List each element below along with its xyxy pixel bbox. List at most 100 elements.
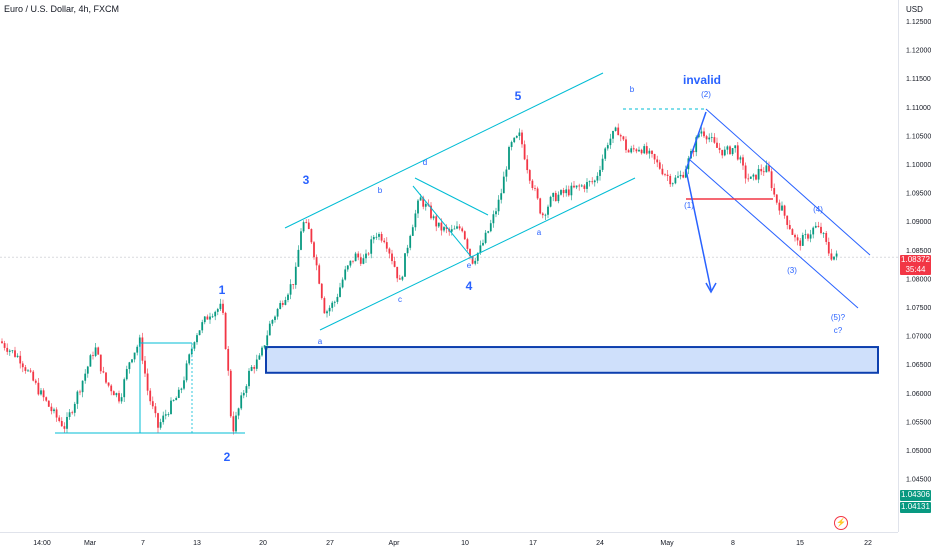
price-axis[interactable] (898, 0, 932, 532)
candle-body (570, 185, 573, 196)
candle-body (593, 180, 596, 183)
candle-body (346, 265, 349, 270)
time-axis-ticks: 14:00 Mar 7 13 20 27 Apr 10 17 24 May 8 15 22 (33, 540, 872, 547)
candle-body (138, 337, 141, 347)
candle-body (216, 309, 219, 312)
candle-body (695, 137, 698, 153)
candle-body (97, 347, 100, 355)
candle-body (513, 137, 516, 143)
candle-body (742, 157, 744, 166)
candle-body (658, 162, 661, 169)
candle-body (731, 148, 734, 155)
candle-body (123, 379, 126, 398)
candle-body (349, 260, 352, 266)
candle-body (645, 146, 648, 154)
candle-body (474, 260, 477, 264)
candle-body (34, 380, 37, 383)
time-tick-label: 24 (596, 540, 604, 547)
candle-body (68, 412, 71, 417)
candle-body (21, 363, 24, 368)
candle-body (515, 135, 518, 138)
candle-body (523, 144, 526, 160)
candle-body (614, 127, 617, 131)
candle-body (479, 245, 482, 253)
candle-body (398, 278, 401, 280)
candle-body (362, 258, 365, 264)
candle-body (55, 409, 58, 418)
candle-body (188, 354, 191, 364)
candle-body (827, 241, 830, 254)
channel-upper-line (284, 72, 604, 229)
candle-body (697, 133, 700, 138)
time-tick-label: 17 (529, 540, 537, 547)
candle-body (656, 159, 659, 163)
candle-body (531, 180, 534, 189)
candle-body (432, 216, 435, 219)
candle-body (419, 197, 422, 201)
candle-body (414, 213, 417, 228)
candle-body (47, 400, 50, 407)
candle-body (128, 362, 131, 370)
candle-body (333, 301, 336, 303)
candle-body (723, 149, 726, 156)
candle-body (313, 242, 315, 258)
low-marker-2: 1.04131 (900, 502, 931, 513)
symbol-title[interactable]: Euro / U.S. Dollar, 4h, FXCM (4, 4, 120, 14)
candle-body (365, 253, 367, 259)
arrow-head (705, 282, 717, 294)
demand-zone-rect (265, 346, 879, 374)
candle-body (807, 234, 809, 239)
wave-label: d (423, 158, 427, 167)
wave-label: 4 (466, 279, 473, 293)
price-tick-label: 1.09500 (906, 191, 931, 198)
wave-label: e (467, 261, 472, 270)
wave-label: (3) (787, 266, 797, 275)
time-tick-label: 15 (796, 540, 804, 547)
time-axis[interactable] (0, 532, 898, 551)
candle-body (8, 350, 11, 352)
candle-body (37, 382, 40, 395)
candle-body (71, 412, 74, 414)
candle-body (131, 359, 133, 363)
lightning-bolt-icon[interactable]: ⚡ (834, 516, 848, 530)
candle-body (466, 239, 469, 249)
candle-body (185, 363, 188, 381)
candle-body (440, 222, 443, 231)
candle-body (625, 139, 627, 151)
candle-body (812, 227, 815, 235)
candle-body (768, 165, 770, 172)
wave-label: 3 (303, 173, 310, 187)
candle-body (240, 395, 243, 409)
candle-body (380, 233, 383, 241)
candle-body (146, 373, 149, 391)
candle-body (84, 373, 87, 381)
candle-body (770, 171, 773, 189)
candle-body (3, 343, 6, 348)
candle-body (352, 260, 354, 262)
candle-body (281, 303, 284, 305)
price-tick-label: 1.11500 (906, 76, 931, 83)
candle-body (154, 406, 157, 414)
candle-body (86, 366, 89, 374)
candle-body (367, 253, 370, 255)
candle-body (323, 298, 326, 314)
candle-body (105, 372, 107, 383)
candle-body (172, 400, 175, 401)
candle-body (167, 414, 170, 415)
candle-body (822, 233, 825, 234)
candle-body (820, 226, 822, 234)
candle-body (417, 200, 419, 214)
candle-body (73, 403, 76, 413)
candle-body (326, 311, 328, 314)
candle-body (227, 349, 230, 371)
candle-body (393, 261, 396, 267)
candle-body (209, 316, 211, 320)
candle-body (292, 284, 295, 285)
candle-body (619, 135, 622, 137)
candle-body (149, 390, 152, 402)
candle-body (14, 350, 16, 357)
wave-label: b (378, 186, 383, 195)
candle-body (518, 132, 521, 136)
